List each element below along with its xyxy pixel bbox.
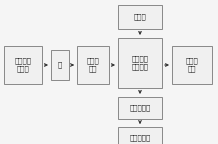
Bar (118, 5, 162, 29)
Text: 离子交换
纤维系统: 离子交换 纤维系统 (131, 56, 148, 70)
Bar (4, 46, 42, 84)
Text: 前处理
系统: 前处理 系统 (87, 58, 99, 72)
Text: 出水收
集池: 出水收 集池 (186, 58, 198, 72)
Bar (118, 38, 162, 88)
Text: 制备铬鞅剂: 制备铬鞅剂 (129, 135, 151, 141)
Text: 泵: 泵 (58, 62, 62, 68)
Bar (77, 46, 109, 84)
Bar (51, 50, 69, 80)
Text: 再生浓缩液: 再生浓缩液 (129, 105, 151, 111)
Text: 再生液: 再生液 (134, 14, 146, 20)
Bar (118, 127, 162, 144)
Bar (172, 46, 212, 84)
Bar (118, 97, 162, 119)
Text: 铬鞅废水
收集池: 铬鞅废水 收集池 (15, 58, 31, 72)
